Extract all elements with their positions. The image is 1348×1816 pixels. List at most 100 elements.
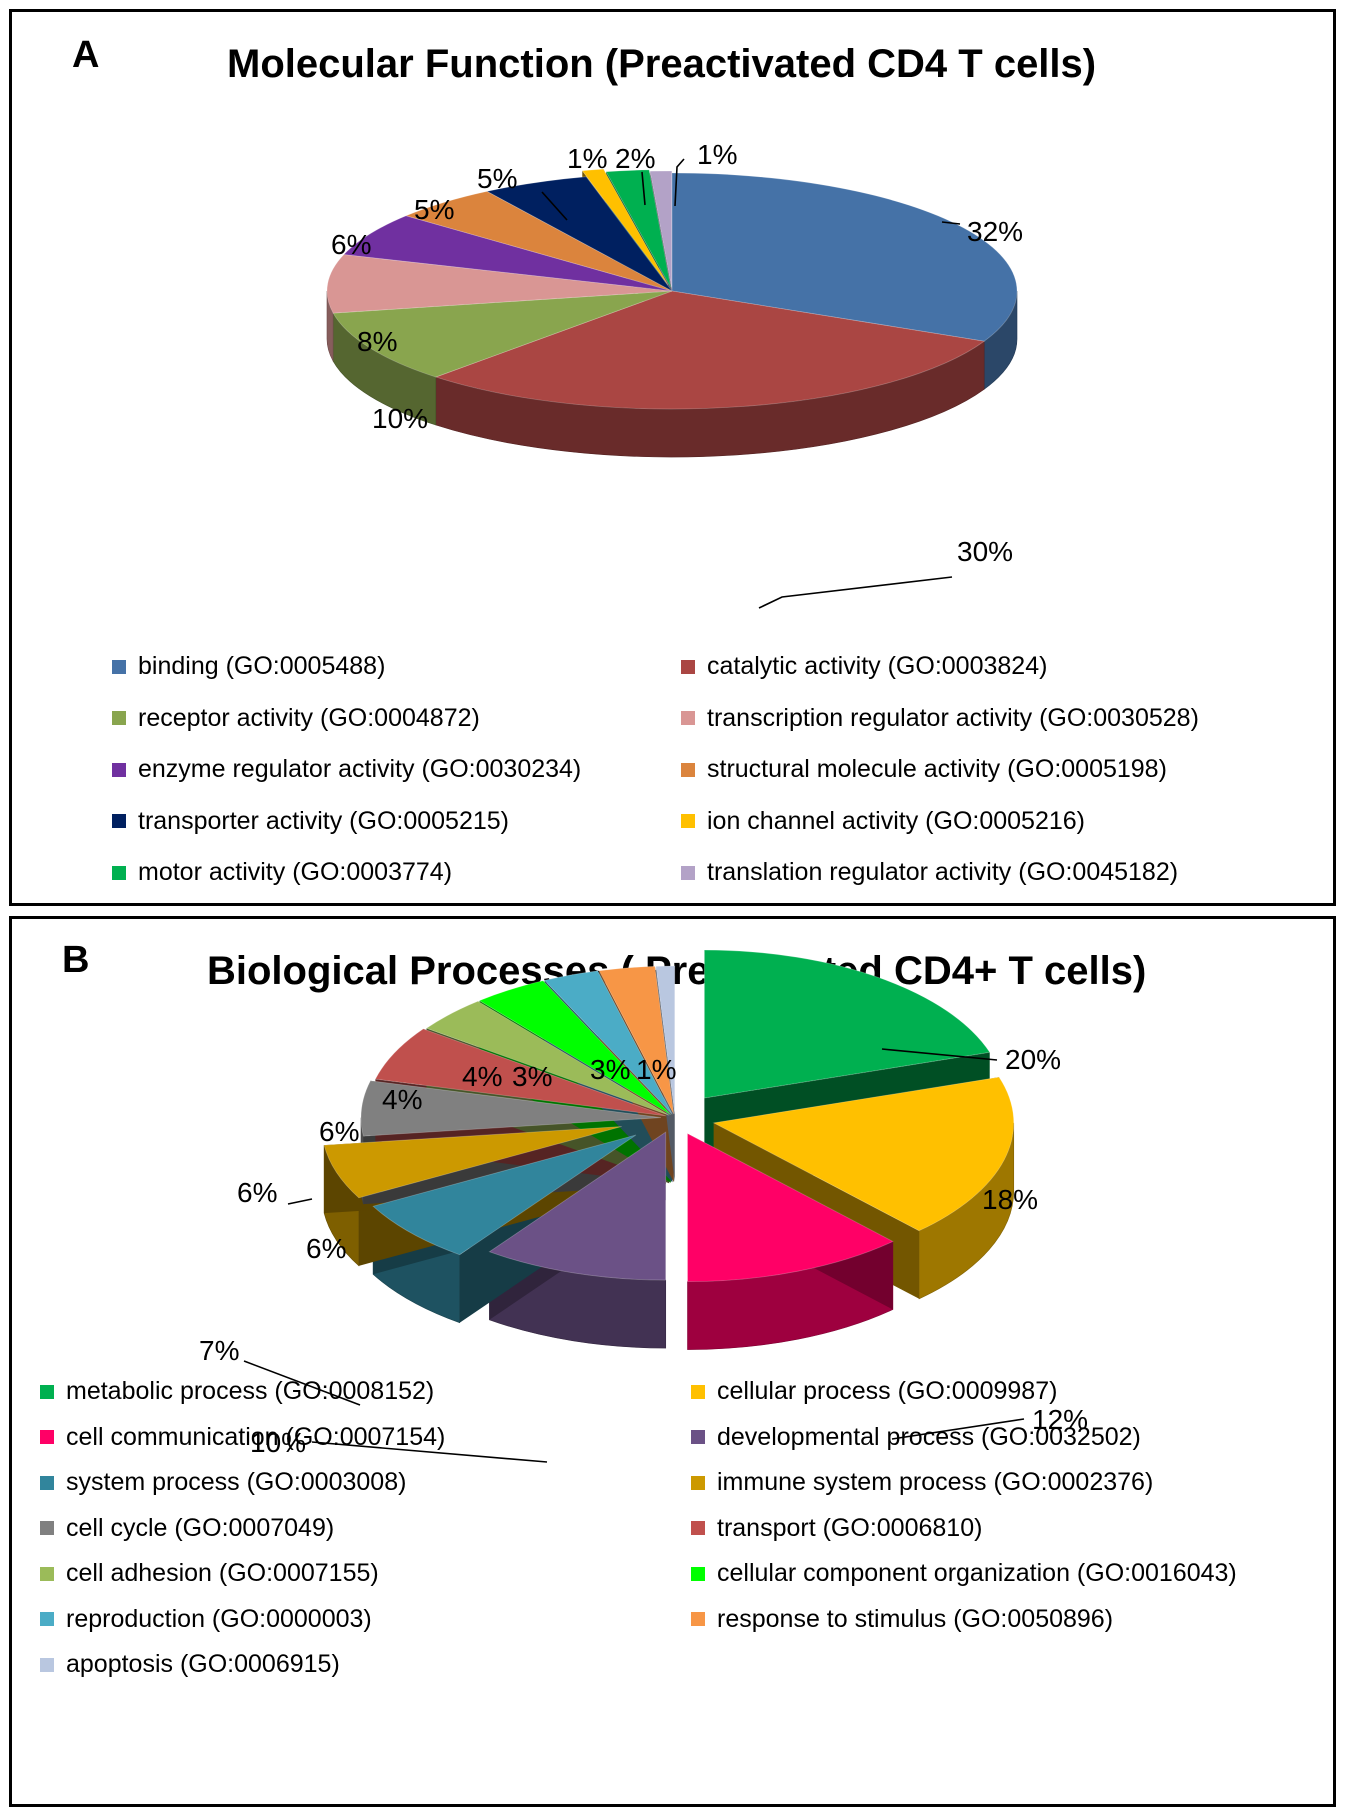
pie-slice-1-11 (598, 965, 675, 1115)
data-label-1-3: 10% (250, 1427, 306, 1458)
pie-slice-1-3 (488, 1131, 667, 1281)
data-label-1-11: 3% (590, 1054, 630, 1085)
legend-swatch (112, 659, 126, 674)
leader-line-1-4 (243, 1360, 361, 1406)
legend-label: ion channel activity (GO:0005216) (707, 806, 1085, 835)
pie-slice-0-1 (434, 290, 986, 410)
data-label-0-8: 2% (615, 143, 655, 174)
legend-swatch (691, 1475, 705, 1490)
legend-item-0-7: ion channel activity (GO:0005216) (681, 807, 1085, 836)
data-label-0-2: 10% (372, 403, 428, 434)
pie-slice-1-2 (687, 1132, 894, 1282)
legend-item-0-1: catalytic activity (GO:0003824) (681, 652, 1047, 681)
pie-slice-0-7 (581, 168, 669, 286)
legend-label: enzyme regulator activity (GO:0030234) (138, 755, 582, 783)
legend-swatch (691, 1430, 705, 1444)
legend-item-1-8: cell adhesion (GO:0007155) (40, 1559, 379, 1588)
pie-slice-0-9 (649, 170, 673, 290)
legend-label: metabolic process (GO:0008152) (66, 1377, 435, 1405)
data-label-1-4: 7% (199, 1335, 239, 1366)
data-label-1-0: 20% (1005, 1044, 1061, 1075)
data-label-0-3: 8% (357, 326, 397, 357)
legend-item-0-9: translation regulator activity (GO:00451… (681, 858, 1178, 887)
legend-label: response to stimulus (GO:0050896) (717, 1604, 1114, 1633)
data-label-1-7: 6% (319, 1116, 359, 1147)
leader-line-1-0 (881, 1048, 998, 1061)
pie-slice-1-10 (543, 970, 673, 1115)
legend-label: translation regulator activity (GO:00451… (707, 858, 1179, 886)
legend-swatch (40, 1430, 54, 1444)
legend-item-1-4: system process (GO:0003008) (40, 1468, 406, 1497)
legend-item-0-4: enzyme regulator activity (GO:0030234) (112, 755, 581, 784)
legend-item-1-6: cell cycle (GO:0007049) (40, 1514, 334, 1543)
panel-a: A Molecular Function (Preactivated CD4 T… (9, 9, 1336, 906)
pie-slice-1-4 (372, 1134, 637, 1256)
legend-swatch (40, 1657, 54, 1672)
legend-item-1-1: cellular process (GO:0009987) (691, 1377, 1057, 1406)
data-label-0-9: 1% (697, 139, 737, 170)
legend-item-1-10: reproduction (GO:0000003) (40, 1605, 372, 1634)
legend-swatch (112, 865, 126, 880)
legend-swatch (691, 1384, 705, 1399)
pie-slice-1-7 (374, 1028, 667, 1117)
pie-slice-1-0 (703, 949, 991, 1099)
legend-label: transporter activity (GO:0005215) (138, 806, 509, 835)
legend-swatch (112, 814, 126, 828)
legend-item-1-0: metabolic process (GO:0008152) (40, 1377, 434, 1406)
legend-item-0-6: transporter activity (GO:0005215) (112, 807, 509, 836)
legend-label: binding (GO:0005488) (138, 652, 386, 680)
legend-label: cell adhesion (GO:0007155) (66, 1559, 379, 1587)
legend-swatch (681, 814, 695, 828)
legend-item-1-7: transport (GO:0006810) (691, 1514, 982, 1543)
pie-slice-0-4 (343, 215, 673, 292)
legend-item-0-2: receptor activity (GO:0004872) (112, 704, 480, 733)
data-label-1-10: 3% (512, 1061, 552, 1092)
leader-line-1-2 (891, 1418, 1025, 1440)
legend-label: reproduction (GO:0000003) (66, 1604, 372, 1633)
legend-swatch (40, 1612, 54, 1626)
pie-slice-0-5 (404, 190, 673, 292)
data-label-1-9: 4% (462, 1061, 502, 1092)
leader-line-0-0 (941, 221, 961, 225)
legend-swatch (691, 1521, 705, 1535)
pie-slice-1-5 (323, 1126, 622, 1199)
legend-swatch (681, 865, 695, 880)
pie-slice-1-12 (655, 965, 676, 1115)
legend-item-1-12: apoptosis (GO:0006915) (40, 1650, 340, 1679)
legend-label: apoptosis (GO:0006915) (66, 1650, 340, 1678)
leader-line-0-8 (641, 171, 646, 206)
data-label-0-7: 1% (567, 143, 607, 174)
legend-label: catalytic activity (GO:0003824) (707, 652, 1048, 680)
legend-swatch (691, 1612, 705, 1626)
legend-swatch (681, 711, 695, 725)
legend-item-1-2: cell communication (GO:0007154) (40, 1423, 445, 1452)
legend-label: transport (GO:0006810) (717, 1513, 983, 1542)
legend-label: structural molecule activity (GO:0005198… (707, 755, 1167, 783)
legend-swatch (40, 1566, 54, 1581)
legend-label: cell cycle (GO:0007049) (66, 1513, 335, 1542)
legend-label: cell communication (GO:0007154) (66, 1422, 446, 1451)
data-label-1-2: 12% (1032, 1404, 1088, 1435)
data-label-0-1: 30% (957, 536, 1013, 567)
leader-line-1-6 (287, 1198, 313, 1205)
pie-chart-a: 32% 30% 10% 8% 6% 5% 5% 1% 2% 1% (326, 139, 1023, 609)
pie-slice-0-6 (485, 176, 673, 292)
legend-item-0-3: transcription regulator activity (GO:003… (681, 704, 1199, 733)
legend-swatch (681, 659, 695, 674)
data-label-0-6: 5% (477, 163, 517, 194)
legend-swatch (112, 762, 126, 777)
legend-label: receptor activity (GO:0004872) (138, 703, 480, 732)
leader-line-0-1 (758, 576, 953, 609)
pie-slice-0-0 (671, 172, 1018, 342)
chart-title-b: Biological Processes ( Preactivated CD4+… (207, 949, 1147, 993)
legend-swatch (40, 1384, 54, 1399)
data-label-0-0: 32% (967, 216, 1023, 247)
legend-swatch (691, 1566, 705, 1581)
legend-item-0-0: binding (GO:0005488) (112, 652, 385, 681)
leader-line-1-3 (311, 1441, 548, 1463)
leader-line-0-6 (541, 191, 568, 221)
data-label-1-5: 6% (306, 1233, 346, 1264)
pie-slice-0-2 (332, 290, 673, 378)
panel-letter-a: A (72, 34, 100, 76)
panel-letter-b: B (62, 939, 90, 981)
